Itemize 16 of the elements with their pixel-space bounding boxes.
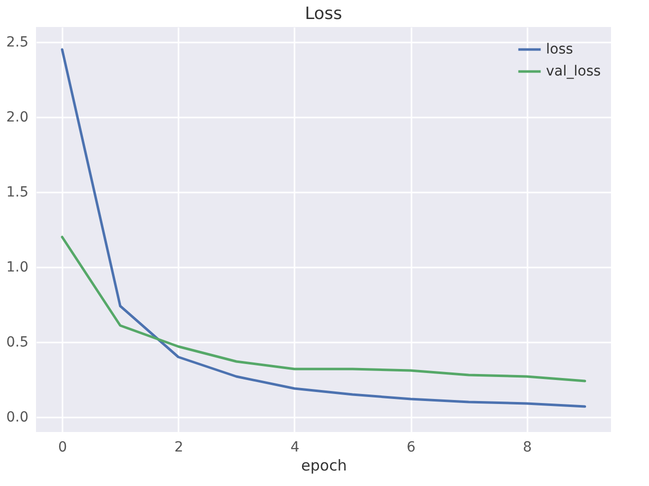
y-tick-label: 2.0 xyxy=(6,110,28,126)
legend-label: val_loss xyxy=(546,64,601,80)
y-tick-label: 1.5 xyxy=(6,184,28,200)
x-tick-label: 0 xyxy=(58,440,68,456)
chart-title: Loss xyxy=(304,4,342,24)
x-axis-title: epoch xyxy=(301,456,347,474)
y-tick-label: 1.0 xyxy=(6,260,28,276)
legend-label: loss xyxy=(546,42,574,58)
y-tick-label: 2.5 xyxy=(6,34,28,50)
x-tick-label: 6 xyxy=(406,440,416,456)
line-series xyxy=(60,236,586,382)
x-tick-label: 8 xyxy=(522,440,532,456)
y-tick-label: 0.5 xyxy=(6,334,28,350)
y-tick-label: 0.0 xyxy=(6,410,28,426)
x-tick-label: 2 xyxy=(174,440,184,456)
x-tick-label: 4 xyxy=(290,440,300,456)
